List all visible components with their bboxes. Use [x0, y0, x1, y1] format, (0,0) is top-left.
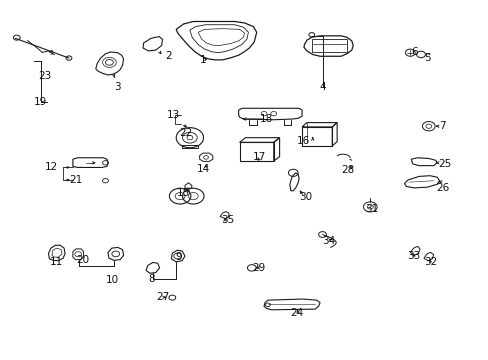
Text: 33: 33: [407, 251, 420, 261]
Text: 16: 16: [296, 136, 309, 145]
Text: 25: 25: [437, 159, 450, 169]
Text: 1: 1: [199, 55, 206, 65]
Text: 22: 22: [179, 128, 192, 138]
Text: 29: 29: [252, 263, 265, 273]
Text: 32: 32: [423, 257, 436, 267]
Text: 26: 26: [435, 183, 448, 193]
Text: 27: 27: [156, 292, 169, 302]
Text: 19: 19: [34, 97, 47, 107]
Text: 17: 17: [252, 152, 265, 162]
Text: 2: 2: [165, 51, 172, 61]
Text: 34: 34: [321, 236, 334, 246]
Text: 13: 13: [167, 111, 180, 121]
Text: 18: 18: [259, 114, 272, 124]
Text: 30: 30: [298, 192, 311, 202]
Text: 6: 6: [410, 47, 417, 57]
Text: 12: 12: [45, 162, 59, 172]
Text: 9: 9: [175, 252, 182, 262]
Text: 14: 14: [196, 164, 209, 174]
Text: 24: 24: [289, 309, 303, 318]
Text: 20: 20: [76, 255, 89, 265]
Text: 11: 11: [50, 257, 63, 267]
Text: 31: 31: [365, 204, 378, 215]
Text: 3: 3: [114, 82, 121, 92]
Text: 5: 5: [423, 53, 430, 63]
Text: 8: 8: [148, 274, 155, 284]
Text: 23: 23: [38, 71, 51, 81]
Text: 7: 7: [438, 121, 445, 131]
Text: 21: 21: [69, 175, 83, 185]
Text: 35: 35: [221, 215, 234, 225]
Text: 10: 10: [106, 275, 119, 285]
Text: 4: 4: [319, 82, 325, 92]
Text: 15: 15: [177, 188, 190, 198]
Bar: [311, 40, 346, 52]
Text: 28: 28: [341, 165, 354, 175]
